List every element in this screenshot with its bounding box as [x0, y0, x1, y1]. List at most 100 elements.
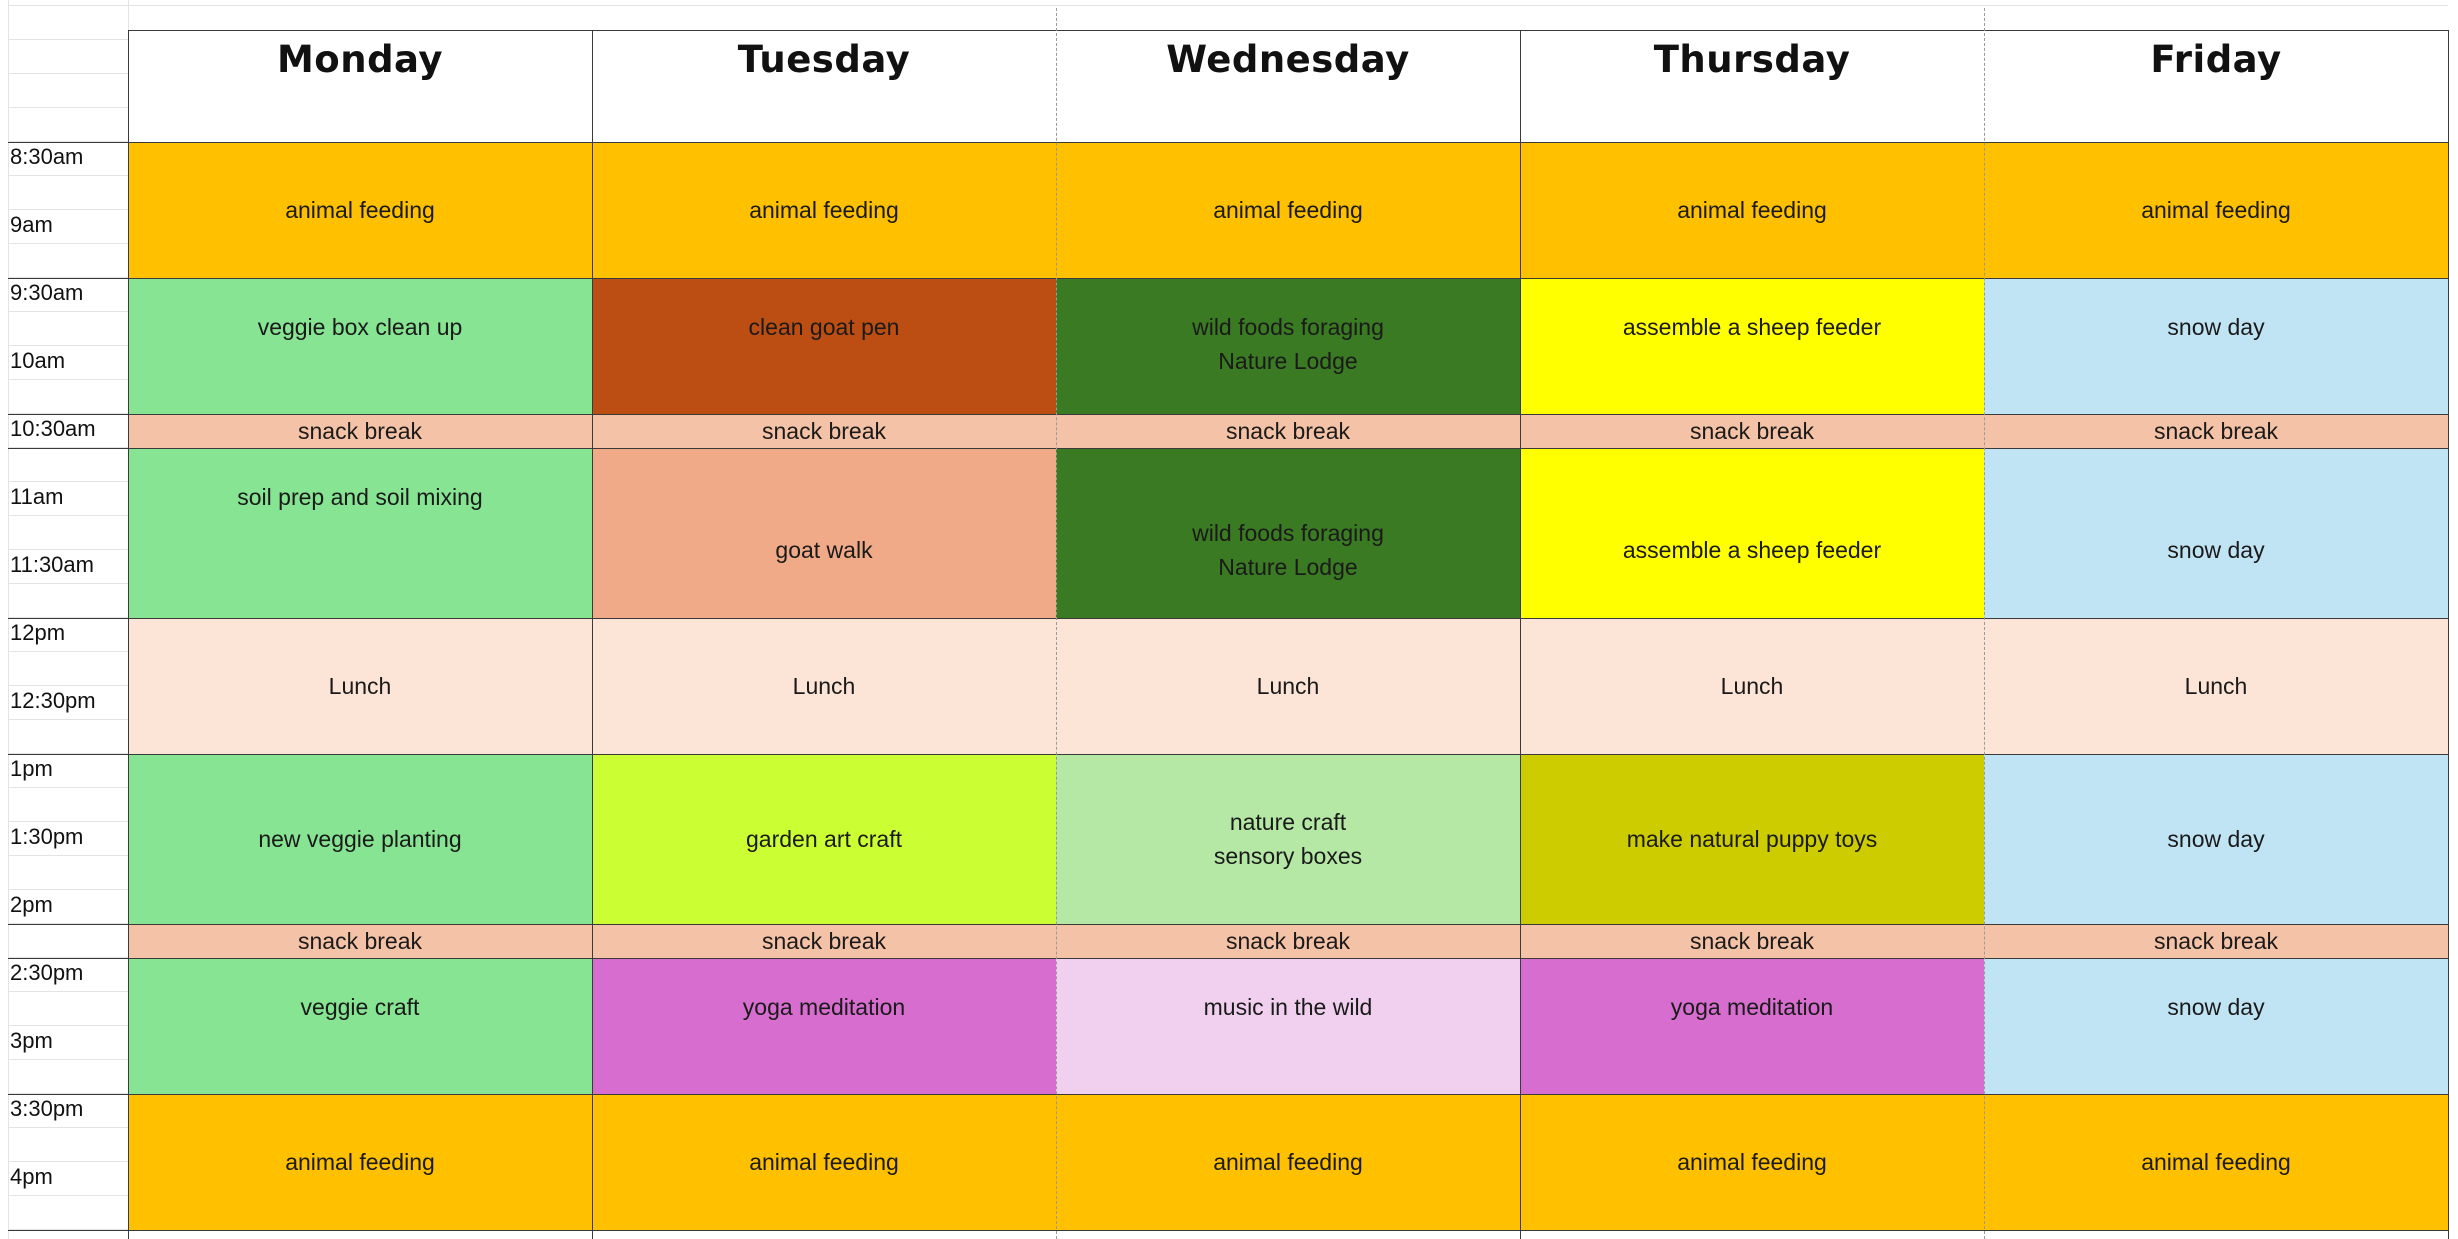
activity-label: Nature Lodge [1218, 348, 1358, 374]
activity-cell-music-in-the-wild[interactable]: music in the wild [1056, 958, 1520, 1094]
activity-cell-snack-break[interactable]: snack break [592, 414, 1056, 448]
activity-label: garden art craft [746, 826, 902, 852]
activity-cell-lunch[interactable]: Lunch [1520, 618, 1984, 754]
activity-cell-lunch[interactable]: Lunch [128, 618, 592, 754]
activity-cell-yoga-meditation[interactable]: yoga meditation [1520, 958, 1984, 1094]
activity-cell-snow-day[interactable]: snow day [1984, 958, 2448, 1094]
activity-label: goat walk [775, 537, 873, 563]
activity-cell-snack-break[interactable]: snack break [1984, 414, 2448, 448]
gridline [8, 855, 128, 856]
activity-cell-animal-feeding[interactable]: animal feeding [1984, 1094, 2448, 1230]
activity-cell-snack-break[interactable]: snack break [1984, 924, 2448, 958]
time-label: 3pm [10, 1028, 53, 1053]
column-border [2448, 30, 2449, 1239]
activity-cell-snow-day[interactable]: snow day [1984, 448, 2448, 618]
activity-cell-snack-break[interactable]: snack break [1056, 414, 1520, 448]
activity-label: wild foods foraging [1192, 520, 1384, 546]
activity-cell-garden-art-craft[interactable]: garden art craft [592, 754, 1056, 924]
activity-label: clean goat pen [748, 314, 900, 340]
activity-label: snack break [297, 418, 422, 444]
gridline [8, 583, 128, 584]
gridline [8, 1093, 128, 1094]
gridline [8, 345, 128, 346]
activity-label: snack break [2153, 418, 2278, 444]
gridline [8, 957, 128, 958]
column-border [1520, 30, 1521, 1239]
activity-label: snow day [2167, 994, 2265, 1020]
activity-label: assemble a sheep feeder [1622, 537, 1882, 563]
time-label: 4pm [10, 1164, 53, 1189]
activity-cell-snack-break[interactable]: snack break [128, 414, 592, 448]
activity-cell-veggie-box-clean-up[interactable]: veggie box clean up [128, 278, 592, 414]
day-header-friday: Friday [2150, 38, 2282, 81]
gridline [8, 413, 128, 414]
activity-cell-snow-day[interactable]: snow day [1984, 754, 2448, 924]
activity-cell-animal-feeding[interactable]: animal feeding [1520, 1094, 1984, 1230]
activity-cell-soil-prep-and-soil-mixing[interactable]: soil prep and soil mixing [128, 448, 592, 618]
activity-cell-new-veggie-planting[interactable]: new veggie planting [128, 754, 592, 924]
activity-cell-snow-day[interactable]: snow day [1984, 278, 2448, 414]
activity-label: snow day [2167, 537, 2265, 563]
activity-cell-animal-feeding[interactable]: animal feeding [1984, 142, 2448, 278]
activity-cell-goat-walk[interactable]: goat walk [592, 448, 1056, 618]
activity-cell-make-natural-puppy-toys[interactable]: make natural puppy toys [1520, 754, 1984, 924]
activity-label: animal feeding [2141, 197, 2291, 223]
activity-cell-lunch[interactable]: Lunch [592, 618, 1056, 754]
activity-cell-animal-feeding[interactable]: animal feeding [128, 1094, 592, 1230]
gridline [8, 447, 128, 448]
activity-label: snack break [1225, 928, 1350, 954]
activity-cell-lunch[interactable]: Lunch [1056, 618, 1520, 754]
gridline [8, 1025, 128, 1026]
activity-cell-animal-feeding[interactable]: animal feeding [1520, 142, 1984, 278]
activity-label: snack break [1689, 928, 1814, 954]
activity-cell-veggie-craft[interactable]: veggie craft [128, 958, 592, 1094]
time-label: 12pm [10, 620, 66, 645]
activity-label: Nature Lodge [1218, 554, 1358, 580]
activity-label: Lunch [1256, 673, 1320, 699]
activity-cell-snack-break[interactable]: snack break [1056, 924, 1520, 958]
time-label: 8:30am [10, 144, 84, 169]
activity-label: animal feeding [1213, 197, 1363, 223]
gridline [8, 379, 128, 380]
gridline [8, 277, 128, 278]
time-label: 12:30pm [10, 688, 96, 713]
activity-cell-animal-feeding[interactable]: animal feeding [1056, 1094, 1520, 1230]
gridline [8, 651, 128, 652]
activity-label: snack break [761, 928, 886, 954]
activity-label: Lunch [2184, 673, 2248, 699]
gridline [8, 5, 2448, 6]
activity-cell-snack-break[interactable]: snack break [128, 924, 592, 958]
activity-label: soil prep and soil mixing [237, 484, 483, 510]
activity-cell-animal-feeding[interactable]: animal feeding [592, 1094, 1056, 1230]
activity-cell-animal-feeding[interactable]: animal feeding [592, 142, 1056, 278]
activity-label: snack break [761, 418, 886, 444]
activity-cell-animal-feeding[interactable]: animal feeding [1056, 142, 1520, 278]
activity-cell-assemble-a-sheep-feeder[interactable]: assemble a sheep feeder [1520, 448, 1984, 618]
time-label: 9am [10, 212, 53, 237]
gridline [8, 515, 128, 516]
gridline [8, 1127, 128, 1128]
activity-cell-animal-feeding[interactable]: animal feeding [128, 142, 592, 278]
gridline [8, 685, 128, 686]
row-border [8, 1094, 2448, 1095]
activity-label: animal feeding [749, 1149, 899, 1175]
time-label: 3:30pm [10, 1096, 84, 1121]
activity-cell-wild-foods-foraging[interactable]: wild foods foraging Nature Lodge [1056, 448, 1520, 618]
activity-cell-wild-foods-foraging[interactable]: wild foods foraging Nature Lodge [1056, 278, 1520, 414]
activity-cell-snack-break[interactable]: snack break [592, 924, 1056, 958]
activity-label: veggie craft [300, 994, 420, 1020]
row-border [8, 618, 2448, 619]
gridline [8, 549, 128, 550]
activity-cell-assemble-a-sheep-feeder[interactable]: assemble a sheep feeder [1520, 278, 1984, 414]
activity-cell-nature-craft[interactable]: nature craft sensory boxes [1056, 754, 1520, 924]
activity-cell-lunch[interactable]: Lunch [1984, 618, 2448, 754]
column-border [1056, 8, 1057, 1239]
activity-cell-snack-break[interactable]: snack break [1520, 414, 1984, 448]
activity-cell-clean-goat-pen[interactable]: clean goat pen [592, 278, 1056, 414]
activity-label: assemble a sheep feeder [1622, 314, 1882, 340]
gridline [8, 617, 128, 618]
activity-cell-snack-break[interactable]: snack break [1520, 924, 1984, 958]
activity-label: snack break [1225, 418, 1350, 444]
activity-cell-yoga-meditation[interactable]: yoga meditation [592, 958, 1056, 1094]
